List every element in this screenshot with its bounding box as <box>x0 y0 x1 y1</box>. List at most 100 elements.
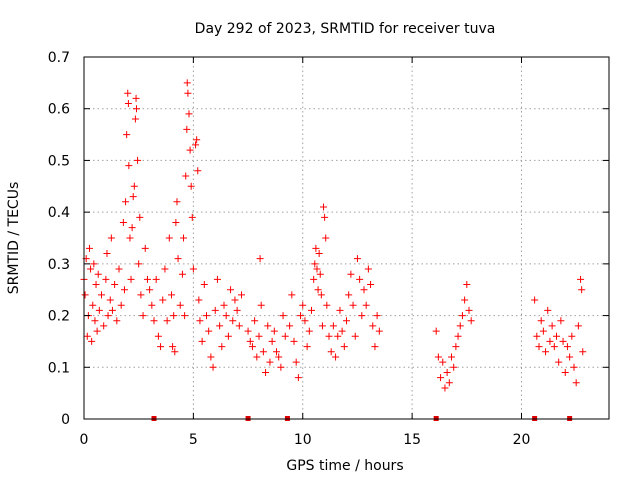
data-point <box>332 353 340 361</box>
x-tick-label: 15 <box>403 432 421 448</box>
data-point <box>183 125 191 133</box>
data-point <box>268 337 276 345</box>
data-point <box>133 105 140 113</box>
data-point <box>220 301 228 309</box>
data-point <box>131 115 139 123</box>
data-point <box>94 270 102 278</box>
data-point <box>574 322 582 330</box>
data-point <box>169 343 177 351</box>
data-point <box>106 296 114 304</box>
data-point <box>108 306 116 314</box>
data-point <box>209 363 217 371</box>
data-point <box>119 218 127 226</box>
data-point <box>181 312 189 320</box>
data-point <box>305 327 313 335</box>
data-point <box>373 312 381 320</box>
data-point <box>318 322 326 330</box>
data-point <box>467 317 475 325</box>
data-point <box>317 291 325 299</box>
x-tick-label: 10 <box>294 432 312 448</box>
data-point <box>316 270 324 278</box>
data-point <box>294 374 302 382</box>
data-point <box>180 234 188 242</box>
data-point <box>320 203 328 211</box>
data-point <box>88 337 96 345</box>
data-point <box>336 306 344 314</box>
x-axis-label: GPS time / hours <box>286 458 403 474</box>
data-point <box>195 296 203 304</box>
data-point <box>542 348 550 356</box>
data-point <box>141 244 149 252</box>
data-point <box>120 286 128 294</box>
data-point <box>125 162 133 170</box>
data-point <box>313 265 321 273</box>
data-point <box>311 260 319 268</box>
data-point <box>134 156 142 164</box>
data-point <box>92 281 100 289</box>
data-point <box>463 281 471 289</box>
data-point <box>244 327 252 335</box>
data-point <box>312 244 320 252</box>
data-point <box>100 322 108 330</box>
data-point <box>224 332 232 340</box>
data-point <box>216 322 224 330</box>
data-point <box>434 353 442 361</box>
data-point <box>329 322 337 330</box>
data-point <box>437 374 445 382</box>
data-point <box>163 317 171 325</box>
y-tick-label: 0 <box>61 412 70 428</box>
data-point <box>130 182 138 190</box>
data-point <box>448 353 455 361</box>
data-point <box>93 327 101 335</box>
y-tick-label: 0.5 <box>48 153 70 169</box>
data-point <box>123 131 131 139</box>
data-point <box>126 234 134 242</box>
data-point <box>277 363 285 371</box>
data-point <box>531 296 539 304</box>
data-point <box>194 167 202 175</box>
data-point <box>578 286 586 294</box>
data-point <box>132 94 140 102</box>
data-point <box>292 358 300 366</box>
data-point <box>176 301 184 309</box>
data-point <box>310 275 318 283</box>
data-point <box>264 322 272 330</box>
data-point <box>454 332 462 340</box>
data-point <box>103 250 111 258</box>
data-point <box>561 368 569 376</box>
data-point <box>85 244 93 252</box>
data-point <box>535 343 543 351</box>
data-point <box>81 291 89 299</box>
data-point <box>129 193 137 201</box>
data-point <box>136 213 144 221</box>
data-point <box>375 327 383 335</box>
data-point <box>432 327 440 335</box>
data-point <box>170 312 178 320</box>
data-point <box>353 255 361 263</box>
data-point <box>203 312 210 320</box>
data-point <box>290 337 298 345</box>
data-point <box>146 286 154 294</box>
data-point <box>321 213 329 221</box>
data-point <box>255 332 263 340</box>
data-point <box>104 312 112 320</box>
data-point <box>563 343 571 351</box>
data-point <box>102 275 110 283</box>
data-point <box>539 327 547 335</box>
data-point <box>340 343 348 351</box>
data-point <box>213 275 221 283</box>
data-point <box>115 265 123 273</box>
data-point <box>439 358 447 366</box>
data-point <box>338 327 346 335</box>
data-point <box>154 332 162 340</box>
data-point <box>171 348 179 356</box>
data-point <box>553 332 560 340</box>
plot-frame <box>83 56 610 420</box>
data-point <box>187 182 195 190</box>
data-point <box>193 136 201 144</box>
axis-ticks: 0 0.1 0.2 0.3 0.4 0.5 0.6 0.7 0 5 10 15 20 <box>48 50 609 448</box>
data-point <box>297 312 305 320</box>
data-point <box>185 110 193 118</box>
data-point <box>570 363 578 371</box>
